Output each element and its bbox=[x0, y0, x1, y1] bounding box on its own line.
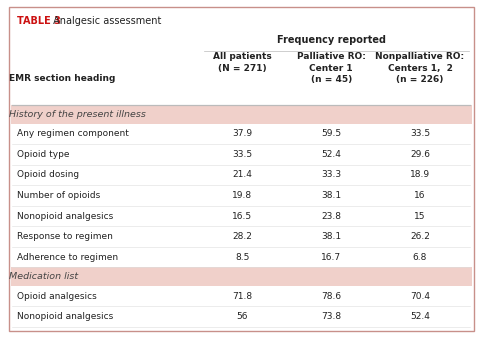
Text: Nonpalliative RO:
Centers 1,  2
(n = 226): Nonpalliative RO: Centers 1, 2 (n = 226) bbox=[375, 52, 465, 84]
Text: 70.4: 70.4 bbox=[410, 292, 430, 301]
Text: 71.8: 71.8 bbox=[232, 292, 252, 301]
Text: 16.5: 16.5 bbox=[232, 212, 252, 220]
Text: 26.2: 26.2 bbox=[410, 232, 430, 241]
Text: Opioid type: Opioid type bbox=[17, 150, 69, 159]
Text: 59.5: 59.5 bbox=[321, 129, 341, 139]
Text: Palliative RO:
Center 1
(n = 45): Palliative RO: Center 1 (n = 45) bbox=[297, 52, 366, 84]
Text: 78.6: 78.6 bbox=[321, 292, 341, 301]
Text: EMR section heading: EMR section heading bbox=[9, 74, 116, 83]
Text: 33.5: 33.5 bbox=[410, 129, 430, 139]
Text: Opioid analgesics: Opioid analgesics bbox=[17, 292, 96, 301]
Text: 16.7: 16.7 bbox=[321, 252, 341, 262]
FancyBboxPatch shape bbox=[9, 7, 474, 331]
FancyBboxPatch shape bbox=[11, 105, 472, 124]
Text: Any regimen component: Any regimen component bbox=[17, 129, 129, 139]
Text: 52.4: 52.4 bbox=[321, 150, 341, 159]
Text: 38.1: 38.1 bbox=[321, 232, 341, 241]
Text: 33.3: 33.3 bbox=[321, 171, 341, 180]
Text: 56: 56 bbox=[237, 312, 248, 321]
Text: Opioid dosing: Opioid dosing bbox=[17, 171, 79, 180]
Text: Medication list: Medication list bbox=[9, 272, 78, 281]
Text: 8.5: 8.5 bbox=[235, 252, 250, 262]
Text: History of the present illness: History of the present illness bbox=[9, 110, 146, 119]
Text: 23.8: 23.8 bbox=[321, 212, 341, 220]
Text: Number of opioids: Number of opioids bbox=[17, 191, 100, 200]
Text: 15: 15 bbox=[414, 212, 426, 220]
Text: 16: 16 bbox=[414, 191, 426, 200]
Text: Response to regimen: Response to regimen bbox=[17, 232, 113, 241]
Text: 18.9: 18.9 bbox=[410, 171, 430, 180]
Text: All patients
(N = 271): All patients (N = 271) bbox=[213, 52, 272, 73]
Text: 6.8: 6.8 bbox=[413, 252, 427, 262]
Text: 52.4: 52.4 bbox=[410, 312, 430, 321]
Text: TABLE 3: TABLE 3 bbox=[17, 16, 61, 26]
Text: 37.9: 37.9 bbox=[232, 129, 252, 139]
Text: 29.6: 29.6 bbox=[410, 150, 430, 159]
Text: Nonopioid analgesics: Nonopioid analgesics bbox=[17, 212, 113, 220]
FancyBboxPatch shape bbox=[11, 267, 472, 286]
Text: 28.2: 28.2 bbox=[232, 232, 252, 241]
Text: 38.1: 38.1 bbox=[321, 191, 341, 200]
Text: 19.8: 19.8 bbox=[232, 191, 252, 200]
Text: Frequency reported: Frequency reported bbox=[276, 35, 386, 45]
Text: 73.8: 73.8 bbox=[321, 312, 341, 321]
Text: 21.4: 21.4 bbox=[232, 171, 252, 180]
Text: Nonopioid analgesics: Nonopioid analgesics bbox=[17, 312, 113, 321]
Text: Adherence to regimen: Adherence to regimen bbox=[17, 252, 118, 262]
Text: Analgesic assessment: Analgesic assessment bbox=[50, 16, 161, 26]
Text: 33.5: 33.5 bbox=[232, 150, 252, 159]
